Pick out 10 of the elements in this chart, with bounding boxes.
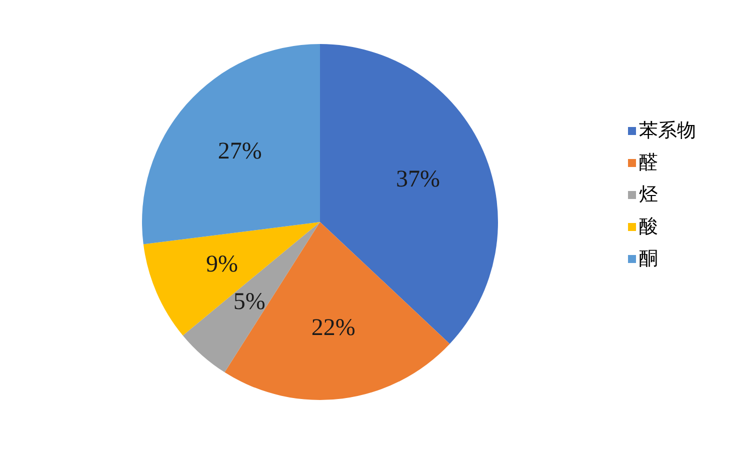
data-label: 27%	[218, 138, 262, 164]
legend-label: 酸	[639, 216, 658, 238]
legend-label: 苯系物	[639, 120, 696, 142]
data-label: 22%	[311, 314, 356, 341]
legend-label: 醛	[639, 152, 658, 174]
data-label: 37%	[396, 166, 440, 193]
data-label: 5%	[233, 289, 266, 316]
data-label: 9%	[206, 251, 238, 278]
legend-label: 酮	[639, 248, 658, 270]
legend-label: 烃	[639, 184, 658, 206]
